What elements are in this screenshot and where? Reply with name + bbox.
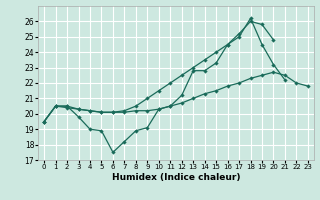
X-axis label: Humidex (Indice chaleur): Humidex (Indice chaleur) — [112, 173, 240, 182]
